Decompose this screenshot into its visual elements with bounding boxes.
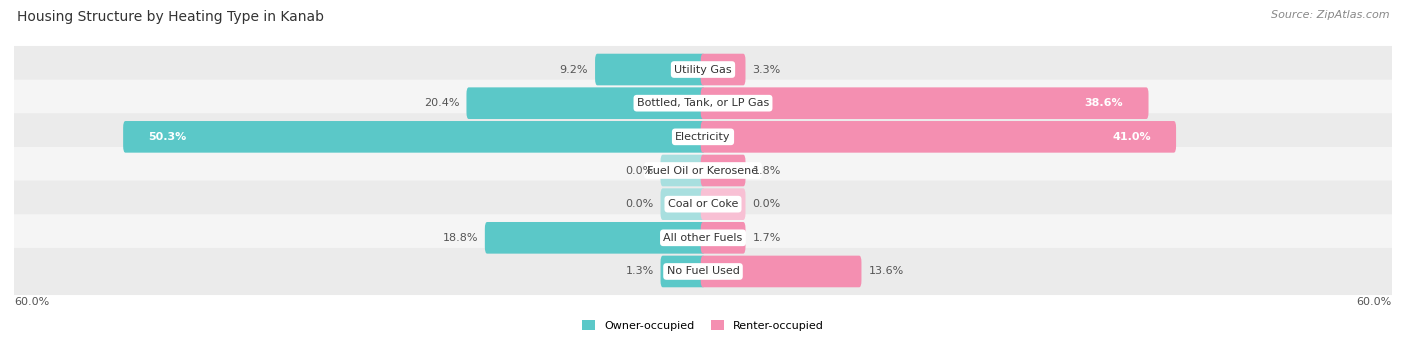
Text: 1.7%: 1.7% — [752, 233, 780, 243]
Text: Coal or Coke: Coal or Coke — [668, 199, 738, 209]
FancyBboxPatch shape — [700, 87, 1149, 119]
Text: 0.0%: 0.0% — [626, 199, 654, 209]
FancyBboxPatch shape — [4, 46, 1402, 93]
FancyBboxPatch shape — [4, 181, 1402, 228]
Text: 20.4%: 20.4% — [425, 98, 460, 108]
FancyBboxPatch shape — [700, 54, 745, 85]
FancyBboxPatch shape — [595, 54, 706, 85]
Text: Source: ZipAtlas.com: Source: ZipAtlas.com — [1271, 10, 1389, 20]
Text: 18.8%: 18.8% — [443, 233, 478, 243]
Text: 38.6%: 38.6% — [1084, 98, 1123, 108]
FancyBboxPatch shape — [700, 188, 745, 220]
Text: All other Fuels: All other Fuels — [664, 233, 742, 243]
FancyBboxPatch shape — [4, 248, 1402, 295]
Text: 60.0%: 60.0% — [14, 297, 49, 307]
Text: Electricity: Electricity — [675, 132, 731, 142]
Text: 1.8%: 1.8% — [752, 165, 780, 176]
Text: Bottled, Tank, or LP Gas: Bottled, Tank, or LP Gas — [637, 98, 769, 108]
FancyBboxPatch shape — [4, 80, 1402, 127]
Legend: Owner-occupied, Renter-occupied: Owner-occupied, Renter-occupied — [582, 320, 824, 331]
Text: 13.6%: 13.6% — [869, 266, 904, 277]
FancyBboxPatch shape — [124, 121, 706, 153]
Text: Utility Gas: Utility Gas — [675, 64, 731, 75]
FancyBboxPatch shape — [4, 214, 1402, 261]
FancyBboxPatch shape — [661, 256, 706, 287]
FancyBboxPatch shape — [700, 121, 1175, 153]
FancyBboxPatch shape — [661, 155, 706, 186]
Text: 50.3%: 50.3% — [149, 132, 187, 142]
FancyBboxPatch shape — [661, 188, 706, 220]
Text: 9.2%: 9.2% — [560, 64, 588, 75]
Text: No Fuel Used: No Fuel Used — [666, 266, 740, 277]
FancyBboxPatch shape — [700, 256, 862, 287]
Text: 0.0%: 0.0% — [752, 199, 780, 209]
FancyBboxPatch shape — [485, 222, 706, 254]
FancyBboxPatch shape — [4, 113, 1402, 160]
Text: Housing Structure by Heating Type in Kanab: Housing Structure by Heating Type in Kan… — [17, 10, 323, 24]
FancyBboxPatch shape — [700, 155, 745, 186]
Text: 41.0%: 41.0% — [1112, 132, 1152, 142]
FancyBboxPatch shape — [700, 222, 745, 254]
FancyBboxPatch shape — [4, 147, 1402, 194]
Text: 3.3%: 3.3% — [752, 64, 780, 75]
FancyBboxPatch shape — [467, 87, 706, 119]
Text: 0.0%: 0.0% — [626, 165, 654, 176]
Text: Fuel Oil or Kerosene: Fuel Oil or Kerosene — [647, 165, 759, 176]
Text: 1.3%: 1.3% — [626, 266, 654, 277]
Text: 60.0%: 60.0% — [1357, 297, 1392, 307]
